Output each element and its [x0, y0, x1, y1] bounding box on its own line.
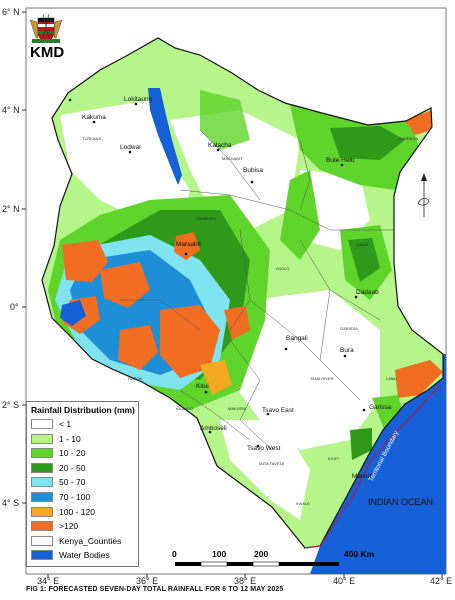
town-markers — [68, 98, 366, 448]
legend-label: 100 - 120 — [59, 506, 95, 517]
scale-bar — [175, 561, 339, 567]
latitude-ticks — [22, 11, 26, 504]
scale-label-200: 200 — [254, 549, 268, 559]
county-taita-taveta: TAITA TAVETA — [258, 461, 285, 466]
legend-label: 70 - 100 — [59, 492, 91, 502]
legend-panel: Rainfall Distribution (mm) < 1 1 - 10 10 -… — [26, 401, 139, 567]
county-narok: NAROK — [128, 376, 143, 381]
legend-swatch — [31, 433, 53, 444]
legend-swatch — [31, 419, 53, 429]
legend-item: Kenya_Counties — [31, 535, 121, 547]
county-makueni: MAKUENI — [228, 406, 246, 411]
legend-label: 20 - 50 — [59, 462, 86, 473]
legend-title: Rainfall Distribution (mm) — [31, 405, 135, 415]
longitude-ticks — [47, 574, 443, 578]
legend-item: 100 - 120 — [31, 506, 95, 518]
legend-swatch — [31, 492, 53, 502]
county-kilifi: KILIFI — [328, 456, 339, 461]
legend-swatch — [31, 462, 53, 473]
legend-item: 20 - 50 — [31, 462, 85, 474]
town-lokitaung: Lokitaung — [124, 96, 153, 103]
lat-6n-label: 6° N — [2, 7, 20, 17]
legend-item: 10 - 20 — [31, 447, 85, 459]
legend-item: 50 - 70 — [31, 476, 85, 488]
legend-label: 50 - 70 — [59, 477, 86, 488]
scale-label-400: 400 Km — [344, 549, 375, 559]
county-turkana: TURKANA — [82, 136, 101, 141]
legend-swatch — [31, 550, 53, 561]
legend-swatch — [31, 448, 53, 459]
town-bangali: Bangali — [286, 335, 308, 342]
lat-2s-label: 2° S — [2, 400, 19, 410]
legend-swatch — [31, 506, 53, 517]
county-samburu: SAMBURU — [196, 216, 216, 221]
kenya-coat-of-arms-icon — [29, 13, 63, 43]
kenya-outline — [41, 37, 444, 549]
town-kitui: Kitui — [196, 383, 209, 390]
legend-label: 10 - 20 — [59, 448, 86, 459]
lon-42-label: 42° E — [430, 576, 452, 586]
lon-34-label: 34° E — [37, 576, 59, 586]
org-name-label: KMD — [30, 44, 65, 61]
town-bubisa: Bubisa — [243, 167, 263, 174]
county-isiolo: ISIOLO — [276, 266, 289, 271]
county-boundaries — [120, 129, 394, 451]
town-bura: Bura — [340, 347, 354, 354]
town-dadaab: Dadaab — [356, 289, 379, 296]
legend-item: 1 - 10 — [31, 433, 81, 445]
legend-label: Kenya_Counties — [59, 535, 122, 546]
lat-2n-label: 2° N — [2, 204, 20, 214]
county-lamu: LAMU — [386, 376, 397, 381]
lat-4n-label: 4° N — [2, 105, 20, 115]
indian-ocean-label: INDIAN OCEAN — [368, 497, 433, 507]
town-tsavo-west: Tsavo West — [247, 445, 281, 452]
lon-36-label: 36° E — [136, 576, 158, 586]
lat-0-label: 0° — [10, 302, 19, 312]
county-kajiado: KAJIADO — [176, 406, 193, 411]
legend-swatch — [31, 535, 53, 546]
scale-label-100: 100 — [212, 549, 226, 559]
legend-label: 1 - 10 — [59, 433, 81, 444]
indian-ocean — [310, 354, 446, 574]
lon-40-label: 40° E — [333, 576, 355, 586]
lon-38-label: 38° E — [234, 576, 256, 586]
legend-swatch — [31, 521, 53, 532]
town-tsavo-east: Tsavo East — [262, 407, 294, 414]
scale-label-0: 0 — [172, 549, 177, 559]
town-bute-helu: Bute Helu — [326, 157, 355, 164]
territorial-boundary-line — [304, 384, 441, 549]
town-amboseli: Amboseli — [200, 425, 227, 432]
town-kakuma: Kakuma — [82, 114, 106, 121]
lat-4s-label: 4° S — [2, 498, 19, 508]
county-marsabit: MARSABIT — [222, 156, 243, 161]
legend-label: < 1 — [59, 419, 72, 429]
north-arrow-icon — [417, 173, 430, 217]
county-tana-river: TANA RIVER — [310, 376, 334, 381]
legend-item: >120 — [31, 520, 78, 532]
figure-caption: FIG 1: FORECASTED SEVEN-DAY TOTAL RAINFA… — [26, 586, 284, 593]
legend-item: < 1 — [31, 418, 71, 430]
town-lodwar: Lodwar — [120, 144, 142, 151]
legend-item: 70 - 100 — [31, 491, 90, 503]
legend-label: Water Bodies — [59, 550, 110, 561]
rainfall-layer — [42, 38, 443, 548]
town-marsabit: Marsabit — [176, 241, 201, 248]
county-garissa: GARISSA — [340, 326, 358, 331]
town-kalacha: Kalacha — [208, 142, 232, 149]
county-wajir: WAJIR — [356, 242, 368, 247]
town-malindi: Malindi — [352, 473, 373, 480]
county-kwale: KWALE — [296, 501, 310, 506]
legend-label: >120 — [59, 521, 79, 532]
county-mandera: MANDERA — [398, 136, 418, 141]
legend-item: Water Bodies — [31, 549, 110, 561]
legend-swatch — [31, 477, 53, 488]
town-garissa: Garissa — [369, 404, 392, 411]
